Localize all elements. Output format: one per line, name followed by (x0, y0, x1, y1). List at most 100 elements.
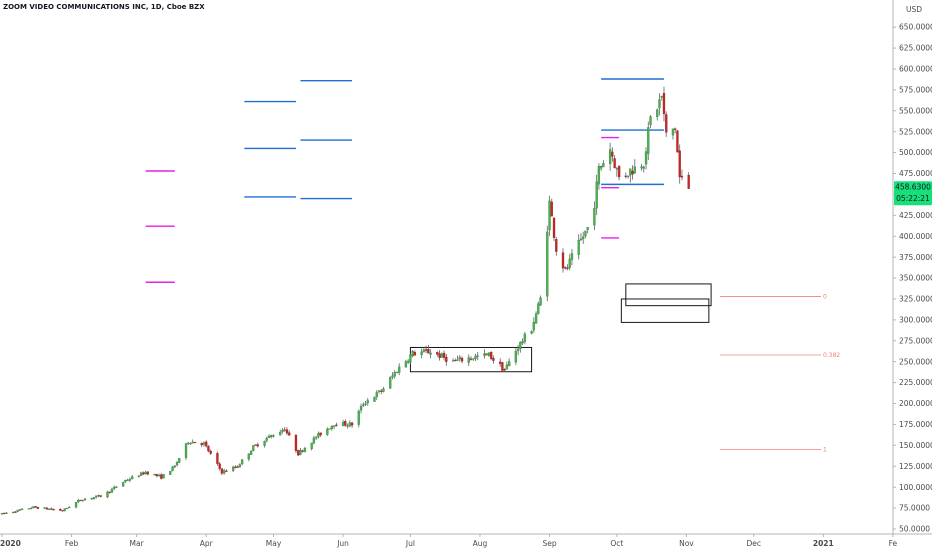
candle-body (77, 500, 80, 503)
candle-body (173, 465, 176, 468)
candle-body (398, 366, 401, 373)
candle-body (550, 201, 553, 217)
candle-body (267, 435, 271, 439)
candle-body (231, 466, 235, 471)
y-tick-label: 150.0000 (899, 441, 932, 450)
candle-body (283, 429, 286, 431)
candle-body (12, 511, 15, 513)
candle-body (252, 445, 255, 451)
candle-body (50, 508, 53, 510)
candles-layer (0, 86, 690, 515)
y-tick-label: 525.0000 (899, 127, 932, 136)
candle-body (47, 508, 51, 510)
candle-body (95, 495, 98, 498)
candle-body (647, 127, 650, 154)
y-tick-label: 300.0000 (899, 315, 932, 324)
candle-body (436, 352, 439, 355)
candle-body (18, 509, 22, 511)
x-tick-label: Jun (336, 539, 349, 548)
last-price-tag[interactable]: 458.6300 05:22:21 (894, 181, 932, 206)
range-box (620, 298, 710, 323)
candle-body (83, 498, 87, 501)
candle-body (429, 352, 432, 355)
candle-body (516, 348, 520, 351)
candle-body (65, 507, 69, 510)
candle-body (207, 446, 210, 452)
candle-body (671, 128, 675, 136)
candle-body (534, 313, 538, 324)
candle-body (0, 513, 4, 515)
candle-body (3, 512, 6, 514)
candle-body (312, 437, 316, 444)
y-tick-label: 600.0000 (899, 65, 932, 74)
x-tick-label: Nov (679, 539, 694, 548)
currency-label: USD (906, 5, 922, 14)
candle-body (281, 430, 284, 432)
candle-body (272, 435, 275, 437)
candle-body (113, 486, 116, 489)
candle-body (649, 116, 652, 125)
candle-body (223, 470, 226, 474)
candle-body (128, 478, 132, 481)
candle-body (326, 428, 329, 435)
candle-body (532, 322, 535, 331)
candle-body (315, 437, 318, 439)
last-price-value: 458.6300 (895, 183, 931, 192)
x-tick-label: Feb (65, 539, 79, 548)
candle-body (507, 361, 511, 367)
candle-body (624, 175, 627, 177)
candle-body (593, 208, 596, 226)
candle-body (191, 441, 194, 444)
x-tick-label: 2021 (813, 539, 834, 548)
candle-body (106, 491, 109, 498)
candle-body (341, 422, 345, 427)
x-tick-label: Dec (746, 539, 761, 548)
candle-body (216, 453, 219, 464)
candle-body (523, 333, 527, 342)
candle-body (34, 506, 37, 508)
candle-body (162, 473, 165, 479)
candle-body (317, 433, 320, 438)
candle-body (319, 432, 322, 436)
candle-body (564, 267, 567, 269)
y-tick-label: 425.0000 (899, 211, 932, 220)
x-tick-label: 2020 (0, 539, 21, 548)
candle-body (548, 200, 551, 231)
candle-body (157, 475, 161, 477)
candle-body (460, 357, 464, 362)
x-tick-label: Jul (405, 539, 415, 548)
candle-body (169, 470, 172, 475)
y-tick-label: 225.0000 (899, 378, 932, 387)
candle-body (256, 444, 259, 447)
candle-body (175, 462, 179, 466)
candle-body (364, 403, 367, 405)
candle-body (656, 109, 659, 117)
candle-body (503, 369, 506, 371)
candle-body (424, 349, 428, 351)
candle-body (539, 297, 542, 306)
candle-body (265, 438, 268, 441)
candle-body (530, 331, 533, 334)
candle-body (350, 422, 354, 426)
candle-body (335, 424, 338, 426)
candle-body (362, 404, 365, 406)
candle-body (249, 450, 253, 455)
candle-body (279, 431, 282, 436)
candle-body (218, 463, 221, 469)
candle-body (200, 442, 203, 446)
y-tick-label: 75.0000 (899, 504, 930, 513)
candle-body (288, 432, 291, 436)
candle-body (660, 95, 663, 98)
candle-body (108, 491, 111, 493)
candle-body (299, 450, 302, 455)
candle-body (521, 341, 524, 344)
candle-body (301, 450, 304, 452)
candle-body (189, 443, 192, 445)
candle-body (126, 479, 129, 481)
candle-body (413, 351, 417, 356)
candle-body (52, 509, 55, 511)
candle-body (348, 422, 351, 427)
candle-body (346, 425, 349, 427)
candle-body (577, 240, 580, 255)
